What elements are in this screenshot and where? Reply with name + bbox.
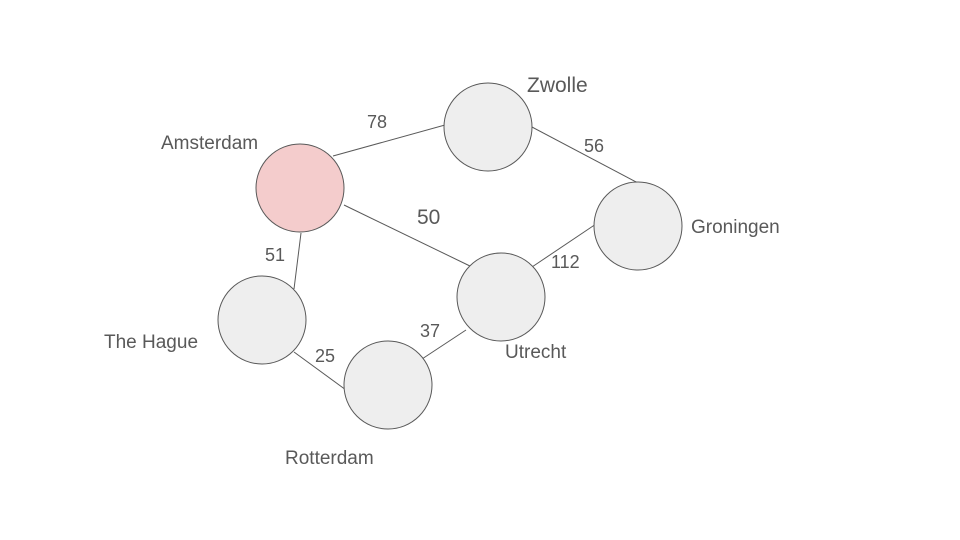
edge-utrecht-groningen: [531, 223, 597, 268]
nodes: [217, 82, 683, 430]
weight-the-hague-rotterdam: 25: [315, 346, 335, 366]
weight-amsterdam-zwolle: 78: [367, 112, 387, 132]
node-the-hague[interactable]: [217, 275, 307, 365]
weight-amsterdam-the-hague: 51: [265, 245, 285, 265]
label-utrecht: Utrecht: [505, 342, 567, 363]
node-utrecht[interactable]: [456, 252, 546, 342]
edge-weights: 78 56 50 112 51 25 37: [265, 112, 604, 366]
label-zwolle: Zwolle: [527, 74, 588, 97]
edges: [293, 124, 641, 391]
node-zwolle[interactable]: [443, 82, 533, 172]
weight-amsterdam-utrecht: 50: [417, 206, 440, 229]
label-amsterdam: Amsterdam: [161, 133, 258, 154]
edge-amsterdam-zwolle: [332, 124, 446, 157]
node-rotterdam[interactable]: [343, 340, 433, 430]
edge-amsterdam-utrecht: [343, 204, 473, 268]
node-groningen[interactable]: [593, 181, 683, 271]
edge-rotterdam-utrecht: [421, 329, 467, 360]
edge-zwolle-groningen: [531, 126, 641, 185]
weight-rotterdam-utrecht: 37: [420, 321, 440, 341]
label-groningen: Groningen: [691, 217, 780, 238]
label-rotterdam: Rotterdam: [285, 448, 374, 469]
label-the-hague: The Hague: [104, 332, 198, 353]
node-amsterdam[interactable]: [255, 143, 345, 233]
edge-amsterdam-the-hague: [293, 232, 302, 290]
weight-utrecht-groningen: 112: [551, 252, 580, 272]
weight-zwolle-groningen: 56: [584, 136, 604, 156]
node-labels: Amsterdam Zwolle Groningen Utrecht The H…: [104, 74, 780, 469]
edge-the-hague-rotterdam: [293, 351, 347, 391]
